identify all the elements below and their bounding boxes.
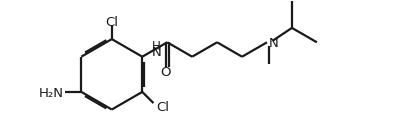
Text: Cl: Cl xyxy=(156,101,169,114)
Text: N: N xyxy=(268,37,278,50)
Text: Cl: Cl xyxy=(105,16,118,28)
Text: H: H xyxy=(151,40,160,53)
Text: H₂N: H₂N xyxy=(38,87,64,100)
Text: N: N xyxy=(151,46,161,59)
Text: O: O xyxy=(160,66,171,79)
